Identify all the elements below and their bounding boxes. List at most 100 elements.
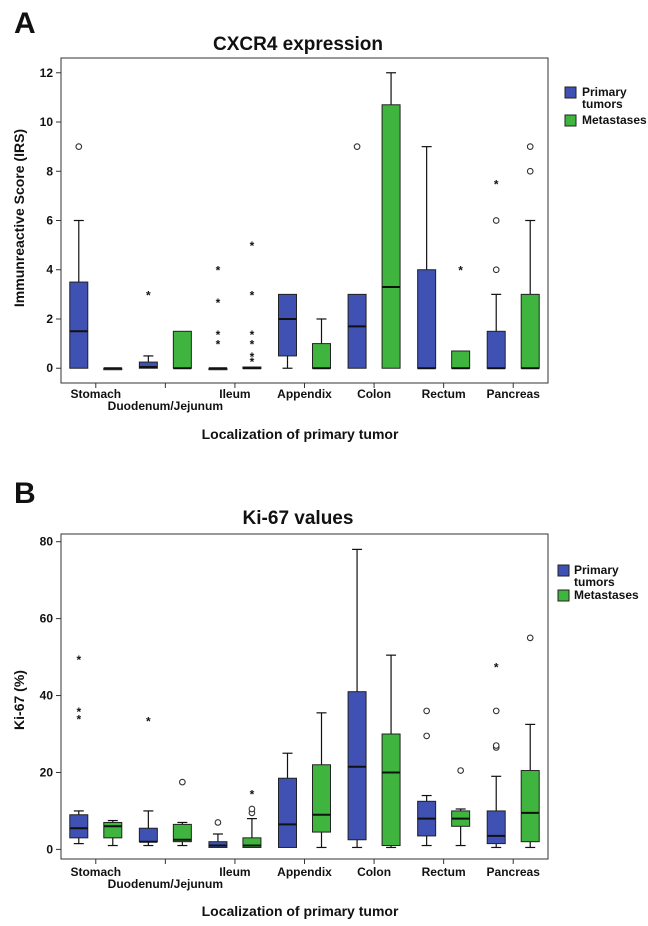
- y-tick-label: 0: [46, 842, 53, 856]
- extreme-point: *: [494, 661, 499, 675]
- box-primary: [278, 293, 297, 357]
- box-metastases: [520, 770, 540, 843]
- x-tick-label: Duodenum/Jejunum: [108, 399, 223, 413]
- legend: Primary tumors Metastases: [557, 563, 639, 602]
- box-primary: [486, 330, 506, 369]
- outlier-point: [423, 732, 430, 740]
- outlier-point: [492, 742, 500, 749]
- boxes: *** ***: [69, 548, 540, 849]
- x-tick-label: Stomach: [70, 865, 121, 879]
- box-metastases: [312, 343, 331, 369]
- extreme-point: *: [494, 178, 499, 192]
- y-tick-label: 60: [40, 612, 54, 626]
- extreme-point: *: [250, 350, 255, 364]
- panel-a: A CXCR4 expression Immunreactive Score (…: [11, 7, 647, 442]
- extreme-point: *: [76, 653, 81, 667]
- y-tick-label: 20: [40, 765, 54, 779]
- extreme-point: *: [216, 296, 221, 310]
- box-primary: [417, 269, 437, 369]
- box-metastases: [520, 293, 540, 369]
- legend-label-primary-line2: tumors: [574, 575, 615, 589]
- legend-label-metastases: Metastases: [574, 588, 639, 602]
- box-primary: [278, 777, 297, 848]
- y-tick-label: 2: [46, 312, 53, 326]
- box-primary: [138, 827, 158, 843]
- x-tick-label: Stomach: [70, 387, 121, 401]
- outlier-point: [492, 266, 500, 274]
- outlier-point: [492, 217, 500, 224]
- y-tick-label: 8: [46, 164, 53, 178]
- outlier-point: [492, 707, 500, 715]
- y-ticks: 0 2 4 6 8 10 12: [40, 66, 61, 375]
- x-tick-label: Rectum: [422, 865, 466, 879]
- x-tick-label: Ileum: [219, 865, 250, 879]
- extreme-point: *: [250, 355, 255, 369]
- outlier-point: [423, 707, 430, 715]
- y-tick-label: 80: [40, 535, 54, 549]
- legend-label-primary-line1: Primary: [582, 85, 627, 99]
- x-tick-label: Appendix: [277, 387, 332, 401]
- plot-frame: [60, 533, 549, 860]
- extreme-point: *: [216, 264, 221, 278]
- box-metastases: [381, 733, 401, 847]
- y-tick-label: 0: [46, 361, 53, 375]
- x-tick-label: Ileum: [219, 387, 250, 401]
- y-axis-label: Ki-67 (%): [11, 670, 27, 730]
- box-primary: [69, 281, 89, 369]
- legend-swatch-primary: [564, 86, 577, 99]
- outlier-point: [214, 819, 222, 826]
- extreme-point: *: [250, 338, 255, 352]
- chart-title: CXCR4 expression: [213, 34, 383, 55]
- extreme-point: *: [458, 264, 463, 278]
- box-primary: [69, 814, 89, 839]
- box-metastases: [381, 104, 401, 369]
- outlier-point: [248, 805, 256, 813]
- plot-frame: [60, 57, 549, 384]
- legend: Primary tumors Metastases: [564, 85, 647, 127]
- y-tick-label: 40: [40, 689, 54, 703]
- x-tick-label: Duodenum/Jejunum: [108, 877, 223, 891]
- y-tick-label: 12: [40, 66, 54, 80]
- extreme-point: *: [76, 705, 81, 719]
- x-tick-label: Appendix: [277, 865, 332, 879]
- outlier-point: [526, 167, 534, 175]
- x-tick-label: Pancreas: [487, 865, 541, 879]
- y-tick-label: 6: [46, 214, 53, 228]
- box-primary: [347, 293, 367, 369]
- outlier-point: [179, 778, 186, 786]
- boxes: *************: [69, 72, 540, 371]
- box-metastases: [242, 837, 262, 848]
- x-tick-label: Pancreas: [487, 387, 541, 401]
- extreme-point: *: [250, 288, 255, 302]
- legend-label-metastases: Metastases: [582, 113, 647, 127]
- extreme-point: *: [146, 288, 151, 302]
- x-tick-label: Rectum: [422, 387, 466, 401]
- extreme-point: *: [250, 328, 255, 342]
- outlier-point: [75, 143, 83, 150]
- box-primary: [138, 361, 158, 369]
- box-metastases: [312, 764, 331, 833]
- box-metastases: [451, 350, 471, 369]
- y-axis-label: Immunreactive Score (IRS): [11, 129, 27, 307]
- extreme-point: *: [216, 338, 221, 352]
- extreme-point: *: [216, 328, 221, 342]
- panel-letter: B: [14, 477, 36, 510]
- legend-label-primary-line1: Primary: [574, 563, 619, 577]
- outlier-point: [526, 634, 534, 642]
- legend-label-primary-line2: tumors: [582, 97, 623, 111]
- y-ticks: 0 20 40 60 80: [40, 535, 61, 856]
- box-primary: [486, 810, 506, 845]
- box-metastases: [172, 330, 192, 369]
- extreme-point: *: [76, 713, 81, 727]
- x-tick-label: Colon: [357, 865, 391, 879]
- chart-title: Ki-67 values: [243, 508, 354, 529]
- outlier-point: [457, 767, 464, 774]
- box-metastases: [172, 823, 192, 843]
- extreme-point: *: [146, 715, 151, 729]
- x-axis-label: Localization of primary tumor: [202, 903, 399, 919]
- panel-letter: A: [14, 7, 36, 40]
- legend-swatch-primary: [557, 564, 570, 577]
- outlier-point: [526, 143, 534, 150]
